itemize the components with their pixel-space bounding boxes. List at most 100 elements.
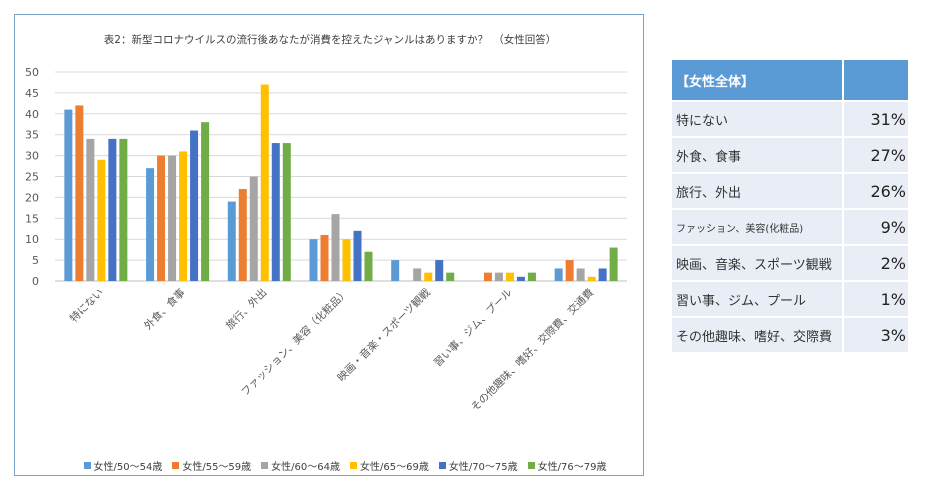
y-tick-label: 50 xyxy=(25,66,39,79)
legend-item: 女性/55～59歳 xyxy=(172,458,251,473)
legend-label: 女性/55～59歳 xyxy=(182,462,252,473)
bar xyxy=(413,268,422,281)
bar xyxy=(554,268,563,281)
bar xyxy=(119,138,128,281)
bar xyxy=(108,138,117,281)
bar xyxy=(86,138,95,281)
bar xyxy=(271,143,280,281)
bar xyxy=(97,159,106,281)
bar xyxy=(75,105,84,281)
legend-label: 女性/50～54歳 xyxy=(93,462,163,473)
bar xyxy=(331,214,340,281)
x-axis-ticks: 特にない 外食、食事 旅行、外出ファッション、美容（化粧品）映画・音楽・スポーツ観戦… xyxy=(68,286,596,414)
gridlines xyxy=(55,71,627,282)
row-label: その他趣味、嗜好、交際費 xyxy=(672,318,844,352)
row-value: 9% xyxy=(844,210,908,244)
legend-item: 女性/60～64歳 xyxy=(261,458,340,473)
bar xyxy=(260,84,269,281)
summary-header-value-cell xyxy=(844,60,908,100)
bar xyxy=(249,176,258,281)
bar xyxy=(483,272,492,281)
row-value: 26% xyxy=(844,174,908,208)
legend-label: 女性/65～69歳 xyxy=(360,462,429,473)
legend-label: 女性/76～79歳 xyxy=(537,462,607,473)
bar xyxy=(424,272,433,281)
bar xyxy=(527,272,536,281)
legend-item: 女性/65～69歳 xyxy=(350,458,429,473)
legend-item: 女性/76～79歳 xyxy=(527,458,607,473)
bar xyxy=(516,276,525,281)
table-row: 外食、食事 27% xyxy=(672,138,908,172)
bar xyxy=(353,230,362,281)
row-label: 旅行、外出 xyxy=(672,174,844,208)
bar xyxy=(201,122,210,281)
y-tick-label: 5 xyxy=(32,254,39,267)
table-row: 映画、音楽、スポーツ観戦 2% xyxy=(672,246,908,280)
row-label: 映画、音楽、スポーツ観戦 xyxy=(672,246,844,280)
y-tick-label: 40 xyxy=(25,108,39,121)
table-row: 習い事、ジム、プール 1% xyxy=(672,282,908,316)
row-value: 1% xyxy=(844,282,908,316)
bar xyxy=(238,189,247,281)
summary-header-row: 【女性全体】 xyxy=(672,60,908,100)
row-label: 習い事、ジム、プール xyxy=(672,282,844,316)
row-value: 27% xyxy=(844,138,908,172)
bar xyxy=(282,143,291,281)
row-value: 2% xyxy=(844,246,908,280)
y-tick-label: 30 xyxy=(25,150,39,163)
x-tick-label: 習い事、ジム、プール xyxy=(431,286,514,369)
y-tick-label: 10 xyxy=(25,233,39,246)
summary-table: 【女性全体】 特にない 31% 外食、食事 27% 旅行、外出 26% ファッシ… xyxy=(672,58,908,354)
bar xyxy=(309,239,318,281)
table-row: 旅行、外出 26% xyxy=(672,174,908,208)
bar xyxy=(391,260,400,281)
y-tick-label: 15 xyxy=(25,212,39,225)
summary-header-label: 【女性全体】 xyxy=(672,60,844,100)
chart-panel: 表2：新型コロナウイルスの流行後あなたが消費を控えたジャンルはありますか？ （女… xyxy=(14,14,644,476)
bar xyxy=(190,130,199,281)
bar xyxy=(342,239,351,281)
bar xyxy=(146,168,155,281)
x-tick-label: 外食、食事 xyxy=(141,286,188,333)
bar xyxy=(435,260,444,281)
bar xyxy=(320,235,329,281)
y-tick-label: 25 xyxy=(25,171,39,184)
bar xyxy=(64,109,73,282)
table-row: 特にない 31% xyxy=(672,102,908,136)
bar xyxy=(157,155,166,281)
y-axis-ticks: 0 5 10 15 20 25 30 35 40 45 50 xyxy=(25,66,39,288)
bar-chart: 表2：新型コロナウイルスの流行後あなたが消費を控えたジャンルはありますか？ （女… xyxy=(25,33,627,414)
row-label: ファッション、美容(化粧品) xyxy=(672,210,844,244)
row-value: 31% xyxy=(844,102,908,136)
legend-swatch xyxy=(261,462,269,469)
table-row: その他趣味、嗜好、交際費 3% xyxy=(672,318,908,352)
bar xyxy=(609,247,618,281)
bar xyxy=(505,272,514,281)
bar xyxy=(598,268,607,281)
chart-legend: 女性/50～54歳 女性/55～59歳 女性/60～64歳 女性/65～69歳 女性/7… xyxy=(55,458,635,473)
legend-label: 女性/70～75歳 xyxy=(448,462,518,473)
y-tick-label: 45 xyxy=(25,87,39,100)
bar xyxy=(227,201,236,281)
bar xyxy=(565,260,574,281)
bar xyxy=(364,251,373,281)
y-tick-label: 20 xyxy=(25,191,39,204)
bars xyxy=(64,84,618,282)
bar xyxy=(494,272,503,281)
bar xyxy=(587,276,596,281)
legend-item: 女性/50～54歳 xyxy=(83,458,163,473)
table-row: ファッション、美容(化粧品) 9% xyxy=(672,210,908,244)
legend-swatch xyxy=(172,462,180,469)
chart-title: 表2：新型コロナウイルスの流行後あなたが消費を控えたジャンルはありますか？ （女… xyxy=(104,33,556,46)
row-label: 特にない xyxy=(672,102,844,136)
legend-swatch xyxy=(527,462,535,469)
legend-swatch xyxy=(350,462,357,469)
bar xyxy=(168,155,177,281)
legend-swatch xyxy=(438,462,446,469)
row-value: 3% xyxy=(844,318,908,352)
x-tick-label: 映画・音楽・スポーツ観戦 xyxy=(335,286,433,384)
x-tick-label: 特にない xyxy=(68,287,106,325)
bar xyxy=(446,272,455,281)
y-tick-label: 0 xyxy=(32,275,39,288)
bar xyxy=(576,268,585,281)
